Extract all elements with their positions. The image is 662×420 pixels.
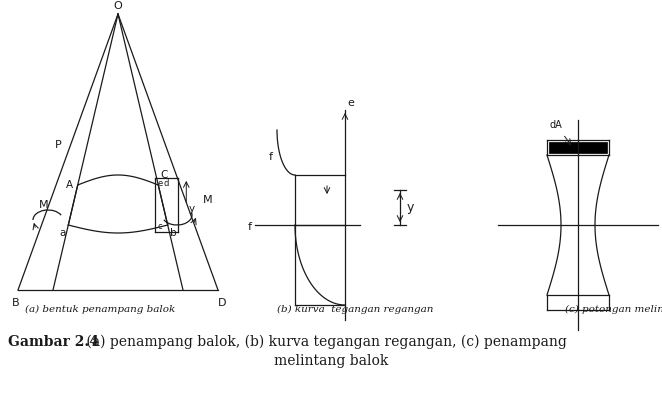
Bar	[549, 142, 607, 153]
Text: y: y	[188, 204, 195, 214]
Text: dA: dA	[550, 120, 563, 130]
Text: B: B	[12, 298, 20, 308]
Text: d: d	[164, 179, 169, 188]
Text: e: e	[158, 179, 163, 188]
Text: D: D	[218, 298, 226, 308]
Text: (b) kurva  tegangan regangan: (b) kurva tegangan regangan	[277, 305, 433, 314]
Text: O: O	[114, 1, 122, 11]
Text: (a) bentuk penampang balok: (a) bentuk penampang balok	[25, 305, 175, 314]
Text: melintang balok: melintang balok	[274, 354, 388, 368]
Text: M: M	[203, 195, 213, 205]
Text: b: b	[169, 228, 176, 238]
Text: (c) potongan melintang bal: (c) potongan melintang bal	[565, 305, 662, 314]
Text: Gambar 2.4: Gambar 2.4	[8, 335, 99, 349]
Text: e: e	[347, 98, 354, 108]
Text: f: f	[248, 222, 252, 232]
Text: C: C	[160, 170, 167, 180]
Text: a: a	[59, 228, 66, 238]
Text: f: f	[269, 152, 273, 162]
Text: c: c	[158, 222, 162, 231]
Text: P: P	[55, 140, 62, 150]
Text: M: M	[39, 200, 49, 210]
Text: A: A	[66, 180, 73, 190]
Text: y: y	[407, 201, 414, 214]
Text: (a) penampang balok, (b) kurva tegangan regangan, (c) penampang: (a) penampang balok, (b) kurva tegangan …	[82, 335, 567, 349]
